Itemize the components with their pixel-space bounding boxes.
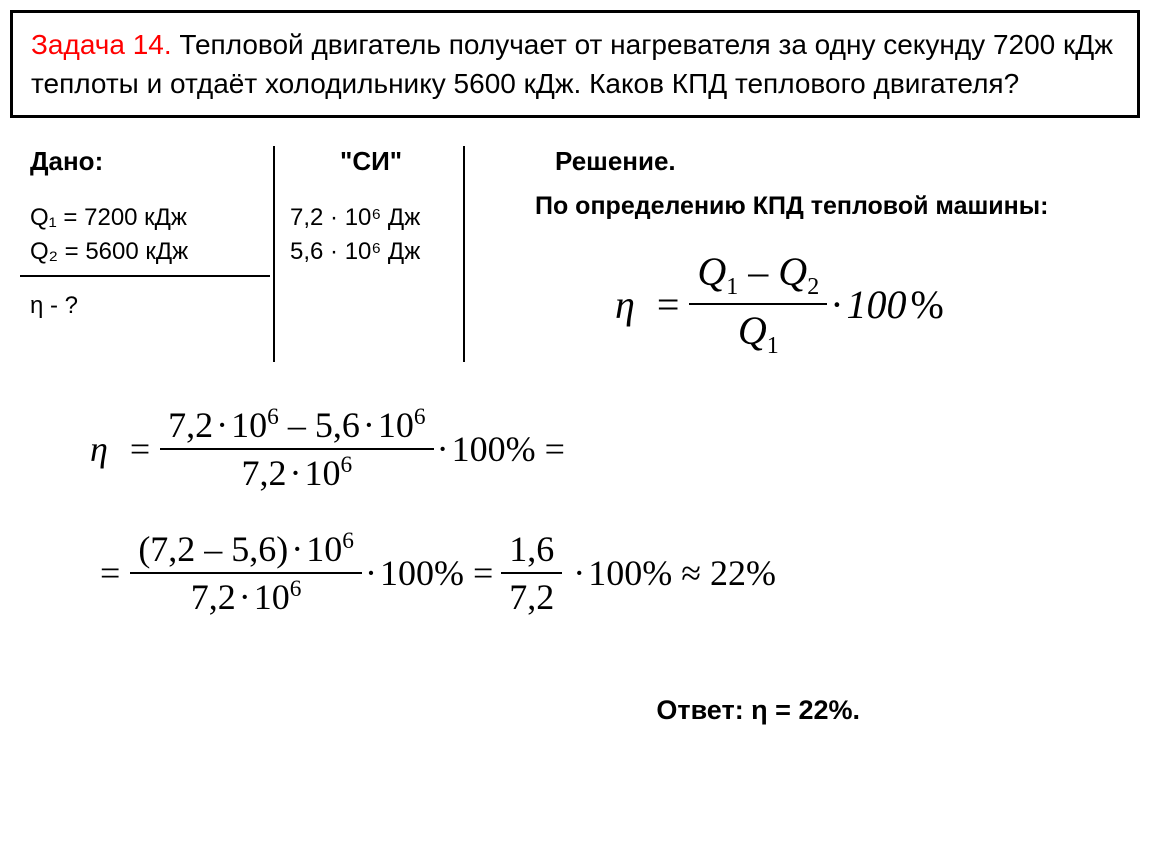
formula-equals: =: [657, 281, 680, 328]
problem-text: Тепловой двигатель получает от нагревате…: [31, 29, 1113, 99]
calculation-section: η = 7,2·106 – 5,6·106 7,2·106 ·100% = = …: [30, 372, 1120, 655]
problem-statement-box: Задача 14. Тепловой двигатель получает о…: [10, 10, 1140, 118]
calc1-den: 7,2·106: [234, 450, 361, 496]
formula-mult: ·100: [827, 281, 906, 328]
si-q2: 5,6 · 10⁶ Дж: [290, 236, 453, 267]
calc1-eq: =: [130, 428, 150, 470]
si-q1: 7,2 · 10⁶ Дж: [290, 202, 453, 233]
si-section: "СИ" 7,2 · 10⁶ Дж 5,6 · 10⁶ Дж: [275, 146, 465, 362]
problem-title: Задача 14.: [31, 29, 179, 60]
answer-line: Ответ: η = 22%.: [30, 695, 1120, 726]
calc2-num2: 1,6: [501, 526, 562, 574]
si-header: "СИ": [290, 146, 453, 177]
calc2-fraction2: 1,6 7,2: [501, 526, 562, 620]
calc1-num: 7,2·106 – 5,6·106: [160, 402, 433, 450]
solution-area: Дано: Q₁ = 7200 кДж Q₂ = 5600 кДж η - ? …: [10, 138, 1140, 734]
formula-denominator: Q1: [730, 305, 787, 362]
calc2-den1: 7,2·106: [183, 574, 310, 620]
calc1-suffix: ·100% =: [434, 428, 565, 470]
definition-text: По определению КПД тепловой машины:: [535, 192, 1120, 221]
given-q2: Q₂ = 5600 кДж: [30, 236, 263, 267]
solution-header: Решение.: [535, 146, 1120, 177]
calc2-suffix: ·100% ≈ 22%: [570, 552, 776, 594]
formula-numerator: Q1 – Q2: [689, 246, 827, 305]
formula-fraction: Q1 – Q2 Q1: [689, 246, 827, 362]
given-find: η - ?: [30, 292, 263, 320]
calc2-fraction1: (7,2 – 5,6)·106 7,2·106: [130, 526, 362, 620]
calc2-den2: 7,2: [501, 574, 562, 620]
solution-section: Решение. По определению КПД тепловой маш…: [465, 146, 1120, 362]
calc-line-1: η = 7,2·106 – 5,6·106 7,2·106 ·100% =: [90, 402, 1060, 496]
given-section: Дано: Q₁ = 7200 кДж Q₂ = 5600 кДж η - ?: [30, 146, 275, 362]
calc2-mid: ·100% =: [362, 552, 493, 594]
calc2-eq1: =: [100, 552, 120, 594]
main-formula: η = Q1 – Q2 Q1 ·100%: [535, 246, 1120, 362]
calc1-fraction: 7,2·106 – 5,6·106 7,2·106: [160, 402, 433, 496]
formula-percent: %: [911, 281, 944, 328]
given-divider: [20, 275, 270, 277]
calc1-eta: η: [90, 428, 108, 470]
formula-eta: η: [615, 281, 635, 328]
calc-line-2: = (7,2 – 5,6)·106 7,2·106 ·100% = 1,6 7,…: [90, 526, 1060, 620]
given-solution-row: Дано: Q₁ = 7200 кДж Q₂ = 5600 кДж η - ? …: [30, 146, 1120, 362]
given-q1: Q₁ = 7200 кДж: [30, 202, 263, 233]
given-header: Дано:: [30, 146, 263, 177]
calc2-num1: (7,2 – 5,6)·106: [130, 526, 362, 574]
